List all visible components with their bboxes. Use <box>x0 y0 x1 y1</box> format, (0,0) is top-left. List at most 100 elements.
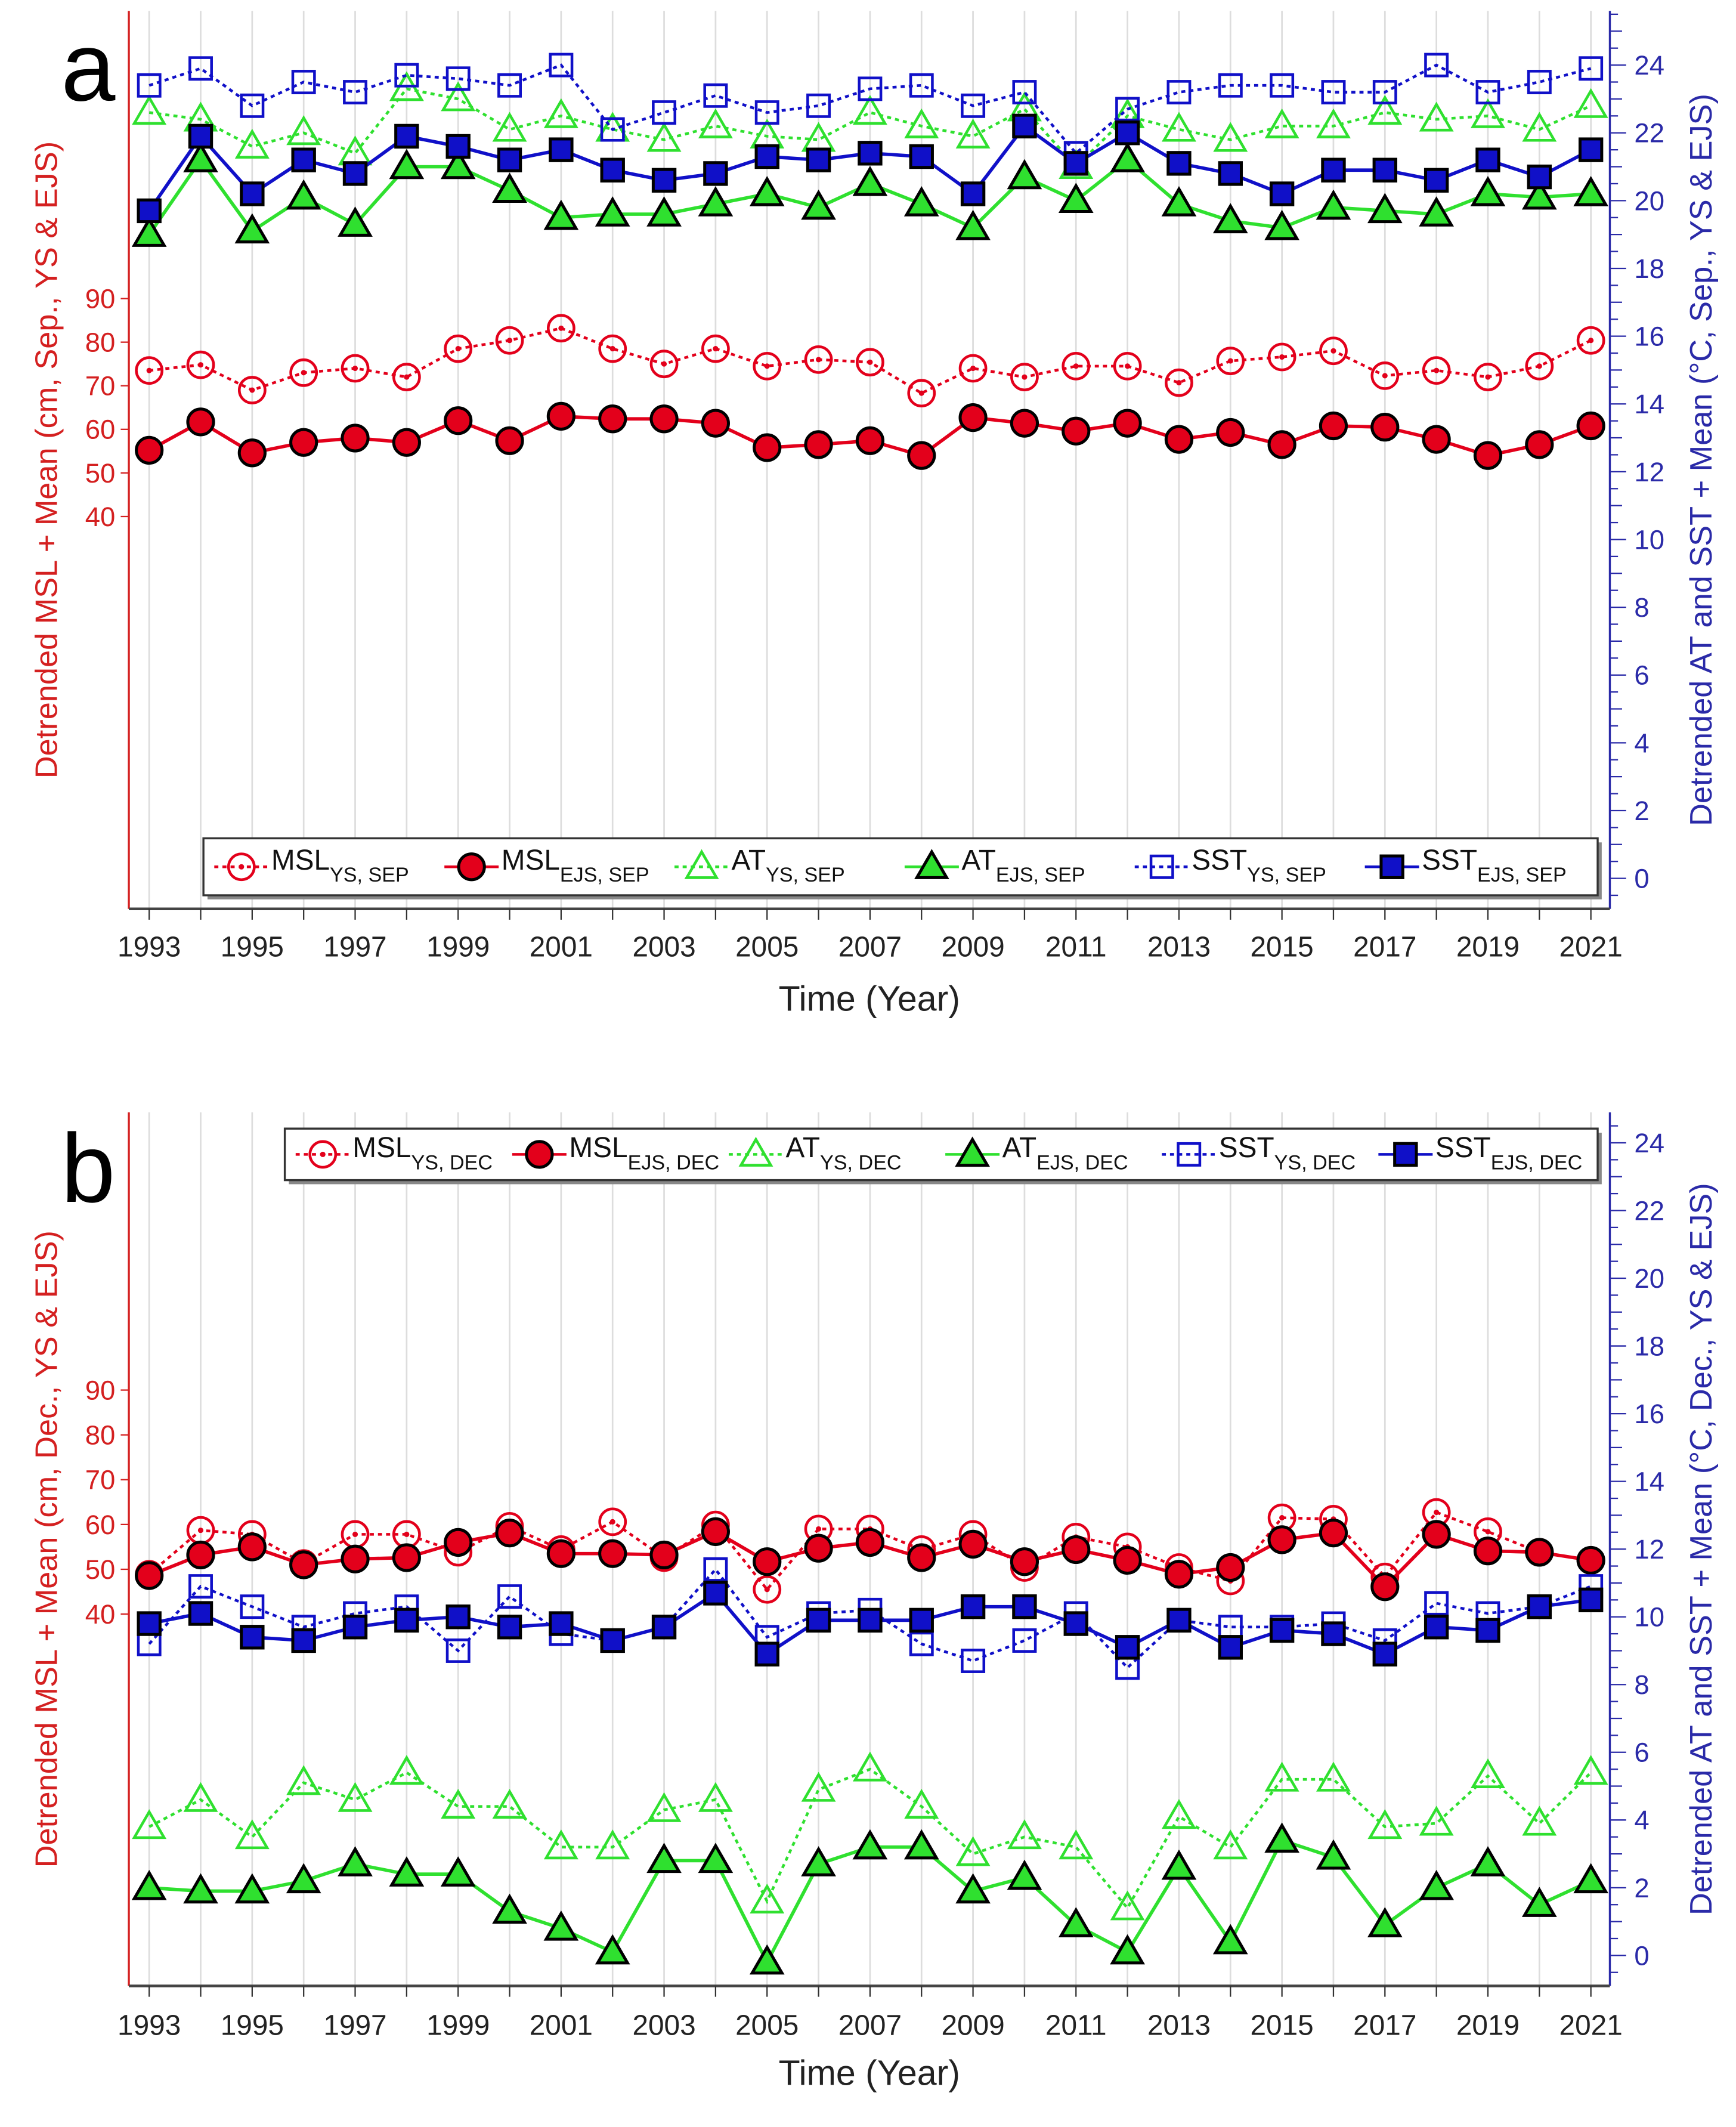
legend-item: ATEJS, SEP <box>904 845 1085 886</box>
data-point-center <box>301 370 307 376</box>
y-right-tick-label: 18 <box>1634 253 1664 284</box>
data-point <box>237 438 267 468</box>
y-right-tick-label: 6 <box>1634 660 1649 691</box>
y-right-tick-label: 6 <box>1634 1738 1649 1768</box>
data-point <box>1216 1553 1245 1582</box>
legend-marker <box>955 1136 990 1167</box>
data-point <box>492 172 527 203</box>
data-point <box>1525 430 1554 459</box>
data-point <box>595 196 630 227</box>
data-point-center <box>713 346 719 352</box>
series-msl-ys-sep <box>135 314 1605 408</box>
x-tick-label: 2009 <box>941 931 1004 963</box>
data-point <box>1419 196 1454 227</box>
legend-label-sub: YS, DEC <box>820 1151 901 1174</box>
data-point-center <box>609 1519 615 1525</box>
data-point <box>188 1574 213 1599</box>
data-point <box>1213 122 1248 152</box>
data-point-center <box>1434 367 1440 373</box>
data-point <box>1474 363 1502 391</box>
data-point <box>1267 430 1296 459</box>
x-tick-label: 2019 <box>1456 931 1520 963</box>
legend-label: MSLYS, SEP <box>271 845 409 886</box>
data-point <box>1110 1934 1145 1965</box>
data-point-center <box>558 325 564 331</box>
y-left-tick-label: 90 <box>85 283 116 314</box>
legend-label: SSTYS, SEP <box>1192 845 1326 886</box>
data-point-center <box>197 1528 204 1534</box>
data-point <box>1471 1758 1505 1788</box>
data-point <box>858 76 883 101</box>
data-point <box>1166 1607 1192 1633</box>
data-point <box>1010 409 1039 438</box>
y-right-tick-label: 14 <box>1634 389 1664 419</box>
data-point <box>131 1869 167 1900</box>
y-left-tick-label: 80 <box>85 327 116 358</box>
legend-marker <box>227 852 256 882</box>
data-point <box>549 137 574 162</box>
legend-marker <box>1393 1142 1418 1167</box>
series-at-ejs-dec <box>131 1822 1609 1975</box>
y-left-tick-label: 50 <box>85 458 116 489</box>
data-point <box>1062 1535 1091 1565</box>
data-point <box>852 1751 887 1782</box>
data-point-center <box>609 346 615 352</box>
data-point <box>1115 97 1140 122</box>
data-point <box>856 348 884 377</box>
data-point <box>1166 151 1192 176</box>
y-right-tick-label: 2 <box>1634 796 1649 826</box>
legend-label-main: SST <box>1192 845 1247 876</box>
legend-marker <box>914 849 949 879</box>
data-point <box>444 334 473 363</box>
data-point <box>137 198 162 224</box>
data-point <box>1424 1591 1449 1616</box>
legend-item: MSLEJS, SEP <box>444 845 649 886</box>
y-right-tick-label: 12 <box>1634 1534 1664 1565</box>
data-point <box>1579 56 1604 81</box>
data-point <box>543 1910 579 1941</box>
data-point <box>904 108 939 138</box>
x-tick-label: 2003 <box>632 931 695 963</box>
y-right-tick-label: 22 <box>1634 118 1664 149</box>
data-point <box>1218 73 1243 98</box>
y-right-tick-label: 4 <box>1634 728 1649 758</box>
data-point <box>1161 112 1196 142</box>
series-msl-ejs-dec <box>135 1517 1605 1602</box>
data-point <box>1422 356 1451 385</box>
data-point <box>1475 147 1500 172</box>
data-point <box>858 1607 883 1633</box>
data-point <box>806 147 831 172</box>
data-point <box>1419 1869 1454 1900</box>
data-point <box>753 351 782 381</box>
data-point <box>1470 1846 1506 1876</box>
legend-marker <box>308 1140 338 1169</box>
data-point-center <box>1176 380 1182 386</box>
series-sst-ejs-sep <box>137 113 1604 224</box>
legend-marker <box>1177 1142 1202 1167</box>
series-line <box>148 63 1592 156</box>
data-point-center <box>1434 1510 1440 1516</box>
data-point-center <box>249 387 255 393</box>
data-point <box>546 401 575 431</box>
legend-label: ATEJS, DEC <box>1002 1132 1128 1174</box>
data-point <box>543 98 578 128</box>
data-point <box>234 1873 270 1904</box>
legend-item: MSLYS, DEC <box>295 1132 493 1174</box>
legend-label-sub: EJS, SEP <box>560 864 649 886</box>
y-right-tick-label: 2 <box>1634 1873 1649 1903</box>
data-point <box>1475 80 1500 105</box>
data-point-center <box>404 374 410 380</box>
data-point <box>1264 1822 1299 1853</box>
x-tick-label: 2011 <box>1045 2009 1107 2041</box>
data-point <box>135 435 164 465</box>
legend-marker <box>684 849 719 879</box>
data-point <box>135 1561 164 1590</box>
data-point <box>855 426 885 455</box>
data-point <box>646 1792 682 1822</box>
data-point <box>445 1604 471 1630</box>
data-point <box>1059 1829 1094 1860</box>
legend-marker <box>525 1140 554 1169</box>
data-point <box>1264 209 1299 240</box>
x-tick-label: 1993 <box>117 931 181 963</box>
data-point-center <box>1073 363 1079 369</box>
